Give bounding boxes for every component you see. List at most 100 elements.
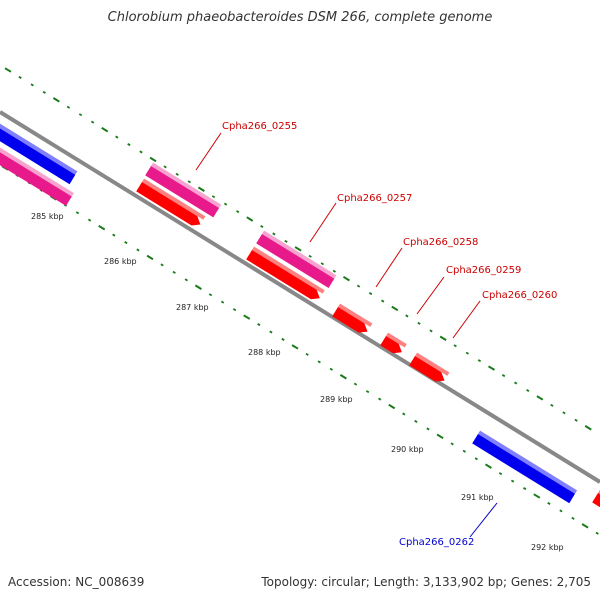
kbp-label: 287 kbp xyxy=(176,303,209,312)
gene-cpha266-0260 xyxy=(409,352,450,382)
outer-minor-tick xyxy=(127,143,131,147)
outer-tick-ring xyxy=(4,67,592,431)
outer-minor-tick xyxy=(501,374,506,378)
outer-minor-tick xyxy=(332,269,336,273)
blue-gene-left xyxy=(0,123,78,185)
outer-minor-tick xyxy=(429,329,433,333)
kbp-label: 290 kbp xyxy=(391,445,424,454)
gene-features xyxy=(0,123,600,508)
outer-major-tick xyxy=(149,156,157,163)
gene-label[interactable]: Cpha266_0258 xyxy=(403,237,478,248)
outer-major-tick xyxy=(101,126,109,133)
outer-major-tick xyxy=(391,305,399,312)
callout-cpha266-0260 xyxy=(452,300,481,339)
gene-cpha266-0259 xyxy=(380,332,407,354)
outer-major-tick xyxy=(4,67,12,73)
kbp-label: 289 kbp xyxy=(320,395,353,404)
inner-minor-tick xyxy=(257,323,261,327)
outer-minor-tick xyxy=(477,359,482,363)
gene-labels: Cpha266_0255 Cpha266_0257 Cpha266_0258 Cpha… xyxy=(222,121,557,548)
gene-label[interactable]: Cpha266_0262 xyxy=(399,537,474,548)
outer-minor-tick xyxy=(284,239,288,243)
outer-major-tick xyxy=(246,216,254,222)
inner-major-tick xyxy=(581,523,589,529)
inner-minor-tick xyxy=(87,218,92,222)
outer-minor-tick xyxy=(187,180,191,184)
outer-minor-tick xyxy=(78,113,83,117)
gene-label[interactable]: Cpha266_0259 xyxy=(446,265,521,276)
outer-minor-tick xyxy=(90,120,95,124)
gene-cpha266-0257-reverse xyxy=(246,246,325,300)
inner-major-tick xyxy=(484,463,492,469)
inner-minor-tick xyxy=(365,390,370,394)
gene-callout-lines xyxy=(195,132,498,538)
outer-minor-tick xyxy=(465,351,469,355)
inner-tick-ring xyxy=(1,165,599,535)
gene-label[interactable]: Cpha266_0255 xyxy=(222,121,297,132)
inner-minor-tick xyxy=(124,241,128,245)
outer-minor-tick xyxy=(381,299,385,303)
outer-major-tick xyxy=(52,97,60,103)
gene-cpha266-0262 xyxy=(472,430,578,504)
inner-minor-tick xyxy=(595,531,599,535)
outer-minor-tick xyxy=(514,381,518,385)
kbp-labels: 285 kbp 286 kbp 287 kbp 288 kbp 289 kbp 290 k… xyxy=(31,212,564,552)
inner-minor-tick xyxy=(281,337,285,341)
outer-minor-tick xyxy=(320,262,324,266)
outer-minor-tick xyxy=(356,284,361,288)
outer-minor-tick xyxy=(550,403,554,407)
gene-label[interactable]: Cpha266_0257 xyxy=(337,193,412,204)
kbp-label: 292 kbp xyxy=(531,543,564,552)
inner-minor-tick xyxy=(498,472,503,476)
inner-major-tick xyxy=(243,314,251,320)
callout-cpha266-0259 xyxy=(416,276,445,315)
inner-minor-tick xyxy=(232,308,237,312)
inner-major-tick xyxy=(146,254,154,261)
inner-minor-tick xyxy=(559,509,563,513)
inner-minor-tick xyxy=(450,442,454,446)
outer-minor-tick xyxy=(223,202,228,206)
inner-major-tick xyxy=(533,493,541,499)
inner-minor-tick xyxy=(317,360,321,364)
outer-minor-tick xyxy=(260,225,264,228)
gene-cpha266-0255-forward xyxy=(145,162,222,218)
outer-minor-tick xyxy=(139,150,143,154)
callout-cpha266-0262 xyxy=(469,502,498,538)
gene-label[interactable]: Cpha266_0260 xyxy=(482,290,557,301)
inner-minor-tick xyxy=(160,263,164,267)
inner-minor-tick xyxy=(208,293,213,297)
outer-major-tick xyxy=(439,335,447,341)
kbp-label: 286 kbp xyxy=(104,257,137,266)
inner-major-tick xyxy=(339,374,347,380)
outer-minor-tick xyxy=(368,292,373,296)
inner-major-tick xyxy=(388,403,396,410)
inner-minor-tick xyxy=(136,248,140,252)
outer-minor-tick xyxy=(66,105,71,109)
kbp-label: 285 kbp xyxy=(31,212,64,221)
outer-major-tick xyxy=(536,395,544,401)
outer-minor-tick xyxy=(115,135,119,139)
inner-minor-tick xyxy=(523,487,527,491)
outer-minor-tick xyxy=(574,418,578,422)
inner-minor-tick xyxy=(462,449,466,453)
inner-minor-tick xyxy=(474,457,478,461)
map-title: Chlorobium phaeobacteroides DSM 266, com… xyxy=(107,10,493,25)
outer-major-tick xyxy=(584,425,592,431)
outer-minor-tick xyxy=(30,83,34,87)
inner-minor-tick xyxy=(220,300,225,304)
inner-minor-tick xyxy=(571,516,575,520)
inner-minor-tick xyxy=(112,233,116,237)
callout-cpha266-0258 xyxy=(375,247,403,288)
outer-major-tick xyxy=(487,365,496,371)
outer-minor-tick xyxy=(417,321,421,325)
inner-minor-tick xyxy=(75,211,80,215)
outer-minor-tick xyxy=(308,254,312,258)
outer-minor-tick xyxy=(526,388,530,392)
inner-major-tick xyxy=(291,344,299,350)
outer-minor-tick xyxy=(211,195,216,199)
inner-major-tick xyxy=(436,433,444,440)
inner-minor-tick xyxy=(414,419,418,423)
outer-minor-tick xyxy=(163,165,167,169)
inner-minor-tick xyxy=(184,278,188,282)
